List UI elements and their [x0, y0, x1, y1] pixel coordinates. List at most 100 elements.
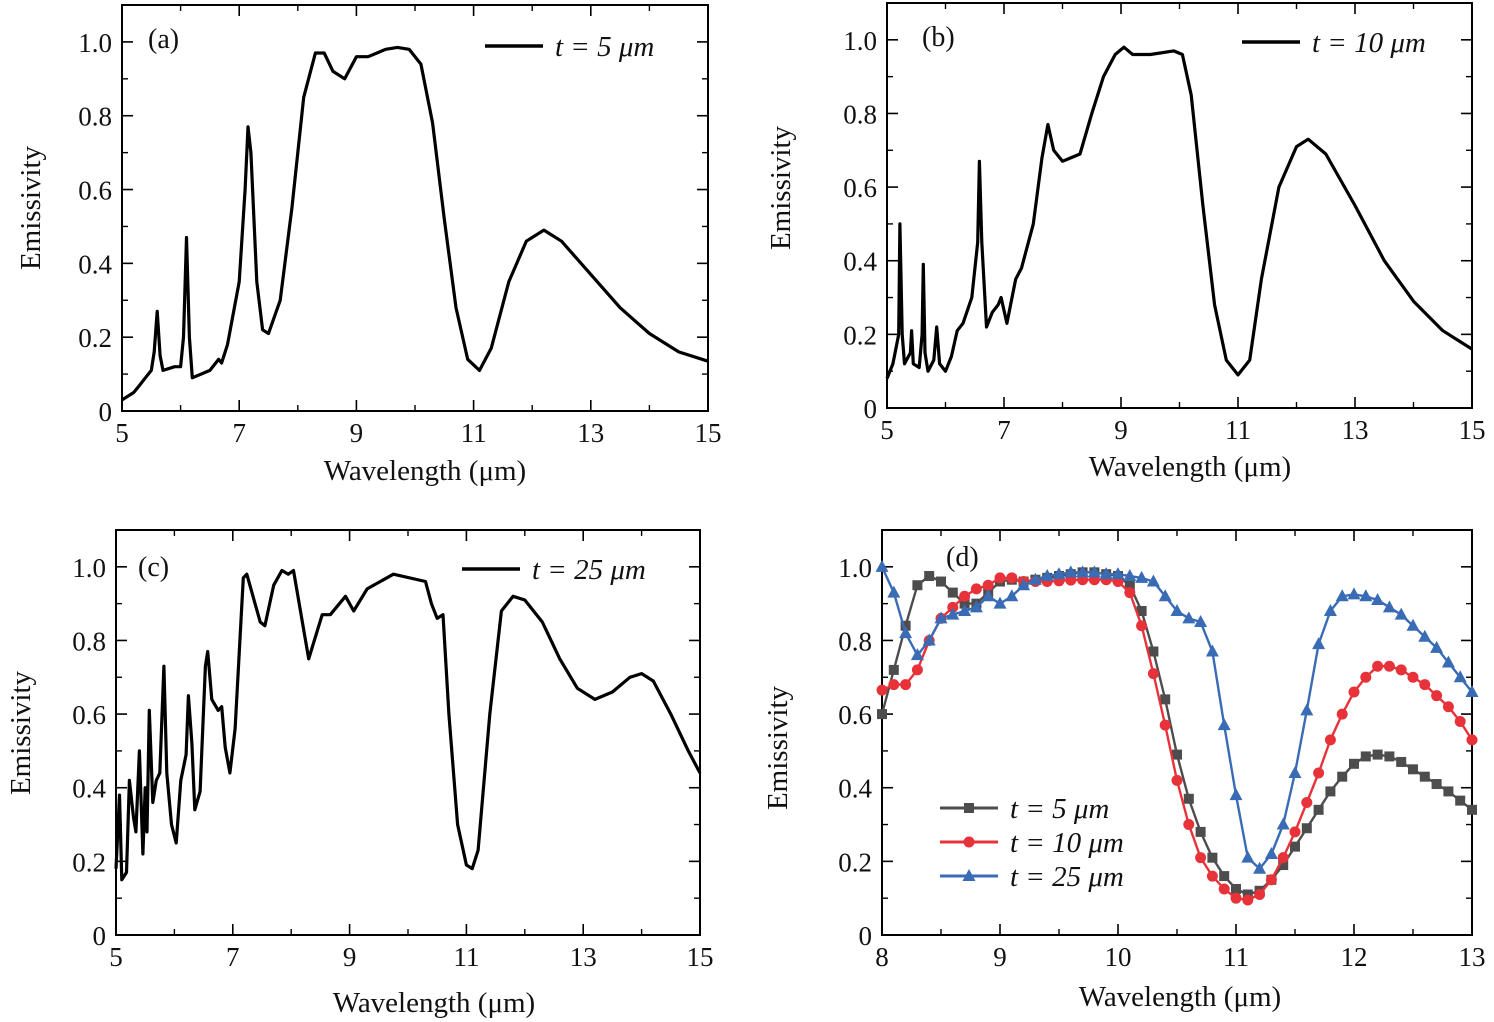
triangle-marker: [1099, 567, 1113, 580]
circle-marker: [1124, 587, 1136, 599]
square-marker: [1360, 751, 1371, 762]
square-marker: [1372, 749, 1383, 760]
circle-marker: [1218, 883, 1230, 895]
y-axis-label: Emissivity: [762, 685, 794, 810]
y-tick-label: 0.8: [72, 626, 106, 656]
triangle-marker: [1123, 569, 1137, 582]
plot-frame: [886, 2, 1473, 409]
square-marker: [1384, 751, 1395, 762]
x-tick-label: 15: [687, 942, 714, 972]
triangle-marker: [1253, 861, 1267, 874]
x-tick-label: 13: [1459, 942, 1486, 972]
panel-b: 5 7 9 11 13 15 0 0.2 0.4 0.6 0.8 1.0 Wavelength (μm)…: [765, 2, 1486, 483]
plot-frame: [121, 4, 709, 412]
square-marker: [1160, 694, 1171, 705]
x-tick-label: 5: [109, 942, 123, 972]
triangle-marker: [1394, 607, 1408, 620]
triangle-marker: [1076, 565, 1090, 578]
triangle-marker: [1087, 565, 1101, 578]
circle-marker: [1419, 679, 1431, 691]
triangle-marker: [1241, 850, 1255, 863]
circle-marker: [1454, 715, 1466, 727]
triangle-marker: [981, 589, 995, 602]
square-marker: [1136, 606, 1147, 616]
x-tick-label: 5: [115, 418, 129, 448]
circle-marker: [1431, 690, 1443, 702]
triangle-marker: [934, 611, 948, 624]
triangle-marker: [1323, 604, 1337, 616]
legend-label: t = 10 μm: [1312, 27, 1426, 59]
x-tick-label: 10: [1105, 942, 1132, 972]
panel-a: 5 7 9 11 13 15 0 0.2 0.4 0.6 0.8 1.0 Wavelength (μm)…: [15, 4, 722, 487]
circle-marker: [1372, 660, 1384, 672]
triangle-marker: [1300, 703, 1314, 716]
panel-c: 5 7 9 11 13 15 0 0.2 0.4 0.6 0.8 1.0 Wavelength (μm)…: [5, 529, 714, 1019]
square-marker: [1467, 804, 1477, 815]
circle-marker: [1159, 719, 1171, 731]
x-tick-label: 11: [461, 418, 487, 448]
triangle-marker: [922, 633, 936, 646]
square-marker: [1231, 883, 1241, 894]
triangle-marker: [958, 604, 972, 616]
triangle-marker: [1465, 685, 1479, 697]
x-tick-label: 9: [993, 942, 1007, 972]
triangle-marker: [1276, 817, 1290, 830]
triangle-marker: [962, 869, 976, 881]
triangle-marker: [1453, 670, 1467, 683]
legend-label: t = 25 μm: [532, 554, 646, 586]
square-marker: [1419, 771, 1430, 782]
y-tick-label: 0.2: [72, 847, 106, 877]
circle-marker: [1230, 892, 1242, 904]
triangle-marker: [1017, 578, 1031, 591]
square-marker: [877, 709, 887, 720]
square-marker: [924, 571, 935, 582]
square-marker: [1337, 771, 1348, 782]
square-marker: [1301, 823, 1312, 834]
square-marker: [959, 598, 970, 609]
y-tick-label: 1.0: [72, 553, 106, 583]
series-line-1: [881, 576, 1474, 902]
y-tick-label: 0.6: [843, 173, 877, 203]
triangle-marker: [1111, 567, 1125, 580]
y-tick-label: 0.6: [78, 176, 112, 206]
square-marker: [900, 620, 911, 631]
y-tick-label: 0.8: [78, 102, 112, 132]
y-tick-label: 0: [93, 921, 107, 951]
square-marker: [1207, 852, 1218, 863]
circle-marker: [1265, 874, 1277, 886]
triangle-marker: [1382, 600, 1396, 613]
square-marker: [1455, 795, 1466, 806]
square-marker: [1313, 804, 1324, 815]
series-line-0: [885, 45, 1473, 380]
series-line-0: [121, 45, 709, 402]
triangle-marker: [1170, 604, 1184, 616]
x-tick-label: 11: [1225, 415, 1251, 445]
x-axis-label: Wavelength (μm): [333, 987, 535, 1019]
legend-label: t = 25 μm: [1010, 861, 1124, 893]
triangle-marker: [1158, 589, 1172, 602]
triangle-marker: [1052, 567, 1066, 580]
triangle-marker: [1418, 629, 1432, 642]
y-tick-label: 0.2: [838, 847, 872, 877]
circle-marker: [1183, 819, 1195, 831]
x-axis-label: Wavelength (μm): [324, 455, 526, 487]
y-tick-label: 0.6: [838, 700, 872, 730]
circle-marker: [876, 684, 888, 696]
y-tick-label: 0.4: [843, 247, 877, 277]
square-marker: [1290, 841, 1300, 852]
circle-marker: [1277, 852, 1289, 864]
x-axis-label: Wavelength (μm): [1089, 451, 1291, 483]
y-tick-label: 0: [864, 394, 878, 424]
x-axis-label: Wavelength (μm): [1079, 981, 1281, 1013]
circle-marker: [1442, 701, 1454, 713]
x-tick-label: 7: [997, 415, 1011, 445]
circle-marker: [1313, 767, 1325, 779]
x-tick-label: 9: [350, 418, 364, 448]
triangle-marker: [1040, 569, 1054, 582]
circle-marker: [888, 679, 900, 691]
triangle-marker: [910, 648, 924, 661]
circle-marker: [1147, 668, 1159, 680]
triangle-marker: [1182, 611, 1196, 624]
legend-label: t = 5 μm: [1010, 793, 1109, 825]
